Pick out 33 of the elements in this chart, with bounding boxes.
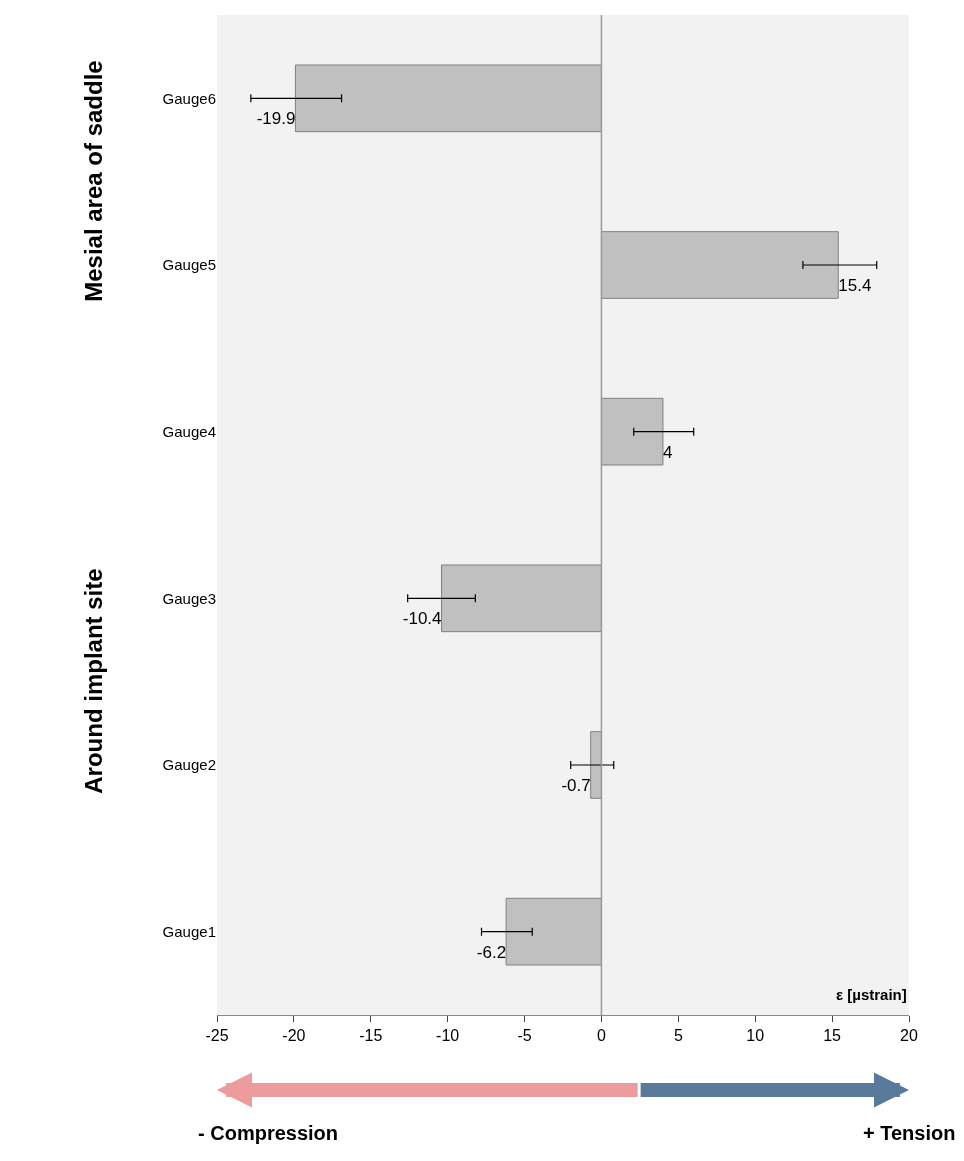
y-tick-label: Gauge2 <box>162 756 216 774</box>
x-tick-label: 5 <box>673 1027 683 1045</box>
x-tick-label: -15 <box>359 1027 383 1045</box>
x-axis-title: ε [µstrain] <box>836 986 907 1003</box>
bar <box>505 897 602 966</box>
data-label: -6.2 <box>476 942 507 962</box>
x-tick-label: 20 <box>900 1027 918 1045</box>
y-tick-label: Gauge1 <box>162 922 216 940</box>
data-label: 15.4 <box>838 276 872 296</box>
x-tick-label: 0 <box>596 1027 606 1045</box>
x-tick-label: -10 <box>436 1027 460 1045</box>
x-tick-label: -25 <box>205 1027 229 1045</box>
x-tick-label: -20 <box>282 1027 306 1045</box>
data-label: 4 <box>662 442 673 462</box>
y-tick-label: Gauge6 <box>162 89 216 107</box>
x-tick-label: -5 <box>517 1027 532 1045</box>
bar <box>441 564 602 633</box>
y-tick-label: Gauge3 <box>162 589 216 607</box>
data-label: -19.9 <box>256 109 296 129</box>
y-tick-label: Gauge5 <box>162 256 216 274</box>
x-tick-label: 15 <box>823 1027 842 1045</box>
bar <box>590 731 602 799</box>
data-label: -10.4 <box>402 609 442 629</box>
bar <box>600 231 839 299</box>
text: - Compression <box>198 1122 339 1144</box>
x-tick-label: 10 <box>746 1027 765 1045</box>
text: Mesial area of saddle <box>80 60 108 302</box>
data-label: -0.7 <box>561 776 591 796</box>
y-tick-label: Gauge4 <box>162 422 216 440</box>
bar <box>294 64 602 133</box>
bar <box>600 397 664 466</box>
text: Around implant site <box>80 568 108 794</box>
text: + Tension <box>863 1122 956 1144</box>
